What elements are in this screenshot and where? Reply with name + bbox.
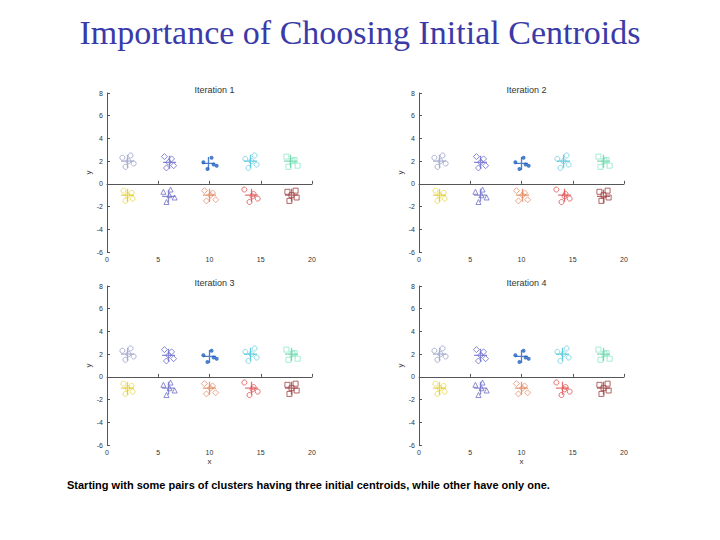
- svg-text:0: 0: [105, 449, 109, 456]
- svg-text:-2: -2: [409, 203, 415, 210]
- svg-text:6: 6: [99, 305, 103, 312]
- svg-text:10: 10: [206, 256, 214, 263]
- svg-text:-2: -2: [409, 396, 415, 403]
- svg-text:-6: -6: [97, 442, 103, 449]
- svg-text:6: 6: [411, 305, 415, 312]
- svg-text:8: 8: [411, 283, 415, 290]
- svg-text:-6: -6: [409, 442, 415, 449]
- svg-text:10: 10: [518, 449, 526, 456]
- svg-text:20: 20: [620, 256, 628, 263]
- svg-text:20: 20: [620, 449, 628, 456]
- svg-text:0: 0: [417, 449, 421, 456]
- svg-text:2: 2: [99, 158, 103, 165]
- svg-text:-4: -4: [409, 226, 415, 233]
- svg-text:15: 15: [569, 449, 577, 456]
- svg-text:20: 20: [308, 449, 316, 456]
- svg-text:5: 5: [156, 256, 160, 263]
- svg-text:y: y: [396, 364, 405, 368]
- svg-text:2: 2: [99, 351, 103, 358]
- svg-text:Iteration 2: Iteration 2: [506, 85, 546, 95]
- svg-text:0: 0: [417, 256, 421, 263]
- svg-text:5: 5: [156, 449, 160, 456]
- svg-text:8: 8: [99, 283, 103, 290]
- svg-text:5: 5: [468, 256, 472, 263]
- svg-text:-2: -2: [97, 396, 103, 403]
- svg-text:Iteration 4: Iteration 4: [506, 278, 546, 288]
- svg-text:-4: -4: [97, 226, 103, 233]
- svg-text:15: 15: [569, 256, 577, 263]
- svg-text:0: 0: [411, 373, 415, 380]
- svg-text:y: y: [84, 171, 93, 175]
- svg-text:0: 0: [105, 256, 109, 263]
- svg-text:y: y: [396, 171, 405, 175]
- svg-text:20: 20: [308, 256, 316, 263]
- svg-text:y: y: [84, 364, 93, 368]
- svg-text:15: 15: [257, 256, 265, 263]
- svg-text:4: 4: [411, 328, 415, 335]
- svg-text:Iteration 1: Iteration 1: [194, 85, 234, 95]
- svg-text:4: 4: [411, 135, 415, 142]
- svg-text:-6: -6: [97, 249, 103, 256]
- svg-text:6: 6: [99, 112, 103, 119]
- svg-text:-4: -4: [409, 419, 415, 426]
- svg-text:Iteration 3: Iteration 3: [194, 278, 234, 288]
- svg-text:15: 15: [257, 449, 265, 456]
- svg-text:-2: -2: [97, 203, 103, 210]
- svg-text:x: x: [520, 457, 524, 466]
- svg-text:-6: -6: [409, 249, 415, 256]
- svg-text:5: 5: [468, 449, 472, 456]
- svg-text:0: 0: [99, 180, 103, 187]
- svg-text:8: 8: [411, 90, 415, 97]
- svg-text:2: 2: [411, 158, 415, 165]
- svg-text:0: 0: [411, 180, 415, 187]
- svg-text:4: 4: [99, 135, 103, 142]
- svg-text:10: 10: [518, 256, 526, 263]
- svg-text:x: x: [208, 457, 212, 466]
- svg-text:Importance of Choosing Initial: Importance of Choosing Initial Centroids: [80, 14, 641, 51]
- svg-text:Starting with some pairs of cl: Starting with some pairs of clusters hav…: [67, 479, 550, 491]
- svg-text:8: 8: [99, 90, 103, 97]
- svg-text:2: 2: [411, 351, 415, 358]
- svg-text:10: 10: [206, 449, 214, 456]
- svg-text:-4: -4: [97, 419, 103, 426]
- svg-text:6: 6: [411, 112, 415, 119]
- svg-text:4: 4: [99, 328, 103, 335]
- svg-text:0: 0: [99, 373, 103, 380]
